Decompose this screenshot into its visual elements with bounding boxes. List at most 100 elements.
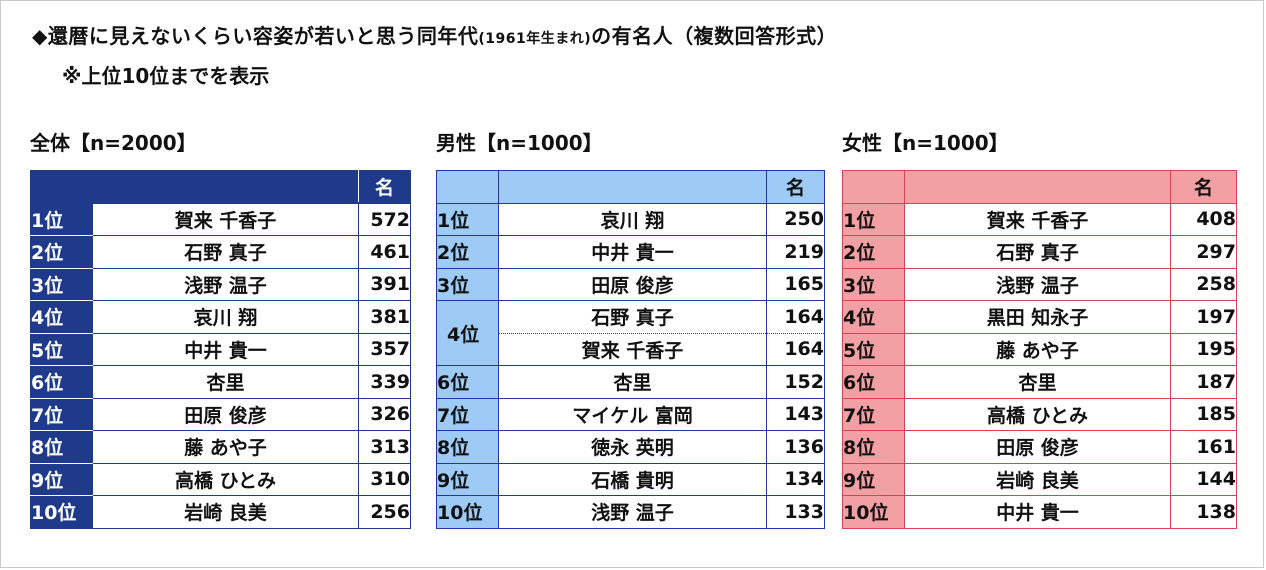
section-label-all: 全体【n=2000】	[30, 131, 197, 155]
title-note: ※上位10位までを表示	[62, 64, 270, 88]
count-cell: 197	[1170, 300, 1237, 334]
name-cell: 浅野 温子	[904, 267, 1171, 301]
table-row: 5位 中井 貴一 357	[30, 332, 411, 366]
name-cell: 中井 貴一	[904, 495, 1171, 529]
table-row: 9位 石橋 貴明 134	[436, 462, 825, 496]
rank-cell: 4位	[842, 300, 905, 334]
table-row: 4位 哀川 翔 381	[30, 300, 411, 334]
name-cell: 中井 貴一	[92, 332, 359, 366]
rank-cell: 7位	[842, 397, 905, 431]
rank-cell: 6位	[436, 365, 499, 399]
header-name-cell	[498, 170, 767, 204]
rank-cell: 6位	[842, 365, 905, 399]
name-cell: 杏里	[904, 365, 1171, 399]
rank-cell: 5位	[842, 332, 905, 366]
rank-cell: 6位	[30, 365, 93, 399]
table-row: 2位 石野 真子 461	[30, 235, 411, 269]
table-row: 7位 田原 俊彦 326	[30, 397, 411, 431]
rank-cell: 2位	[842, 235, 905, 269]
name-cell: 田原 俊彦	[92, 397, 359, 431]
table-header-row: 名	[436, 170, 825, 204]
count-cell: 408	[1170, 202, 1237, 236]
count-cell: 219	[766, 235, 825, 269]
table-row: 6位 杏里 152	[436, 365, 825, 399]
count-cell: 144	[1170, 462, 1237, 496]
rank-cell: 9位	[30, 462, 93, 496]
count-cell: 185	[1170, 397, 1237, 431]
header-unit-cell: 名	[766, 170, 825, 204]
table-row: 2位 石野 真子 297	[842, 235, 1237, 269]
table-row: 4位 黒田 知永子 197	[842, 300, 1237, 334]
count-cell: 258	[1170, 267, 1237, 301]
section-label-female: 女性【n=1000】	[842, 131, 1009, 155]
rank-cell: 2位	[436, 235, 499, 269]
name-cell: 高橋 ひとみ	[904, 397, 1171, 431]
header-name-cell	[904, 170, 1171, 204]
table-row: 8位 田原 俊彦 161	[842, 430, 1237, 464]
name-cell: 石野 真子	[904, 235, 1171, 269]
name-cell: 賀来 千香子	[92, 202, 359, 236]
table-row: 9位 岩崎 良美 144	[842, 462, 1237, 496]
name-cell: 岩崎 良美	[92, 495, 359, 529]
count-cell: 195	[1170, 332, 1237, 366]
table-row: 3位 浅野 温子 258	[842, 267, 1237, 301]
count-cell: 381	[358, 300, 411, 334]
table-row: 5位藤 あや子 195	[842, 332, 1237, 366]
rank-cell: 4位	[30, 300, 93, 334]
count-cell: 572	[358, 202, 411, 236]
rank-cell: 9位	[842, 462, 905, 496]
table-row: 10位 中井 貴一 138	[842, 495, 1237, 529]
table-row: 10位 浅野 温子 133	[436, 495, 825, 529]
name-cell: 哀川 翔	[92, 300, 359, 334]
rank-cell: 7位	[436, 397, 499, 431]
table-row: 8位 徳永 英明 136	[436, 430, 825, 464]
title-birth-year: (1961年生まれ)	[478, 31, 592, 47]
name-cell: 浅野 温子	[498, 495, 767, 529]
count-cell: 164	[766, 332, 825, 366]
count-cell: 326	[358, 397, 411, 431]
count-cell: 143	[766, 397, 825, 431]
table-row: 7位 高橋 ひとみ 185	[842, 397, 1237, 431]
name-cell: 黒田 知永子	[904, 300, 1171, 334]
section-label-male: 男性【n=1000】	[436, 131, 603, 155]
name-cell: 石野 真子	[92, 235, 359, 269]
count-cell: 391	[358, 267, 411, 301]
header-unit-cell: 名	[1170, 170, 1237, 204]
table-row: 1位 賀来 千香子 572	[30, 202, 411, 236]
ranking-table-female: 名 1位 賀来 千香子 408 2位 石野 真子 297 3位 浅野 温子 258 4位 黒田 知永…	[842, 170, 1237, 529]
table-row: 4位 石野 真子 164	[436, 300, 825, 366]
rank-cell: 5位	[30, 332, 93, 366]
rank-cell: 1位	[842, 202, 905, 236]
header-unit-cell: 名	[358, 170, 411, 204]
rank-cell: 10位	[436, 495, 499, 529]
title-suffix: の有名人（複数回答形式）	[591, 24, 838, 48]
table-row: 2位 中井 貴一 219	[436, 235, 825, 269]
title-main: ◆還暦に見えないくらい容姿が若いと思う同年代	[32, 24, 479, 48]
count-cell: 136	[766, 430, 825, 464]
rank-cell: 10位	[30, 495, 93, 529]
name-cell: 藤 あや子	[92, 430, 359, 464]
table-row: 9位 高橋 ひとみ 310	[30, 462, 411, 496]
rank-cell: 2位	[30, 235, 93, 269]
table-row: 8位藤 あや子 313	[30, 430, 411, 464]
rank-cell: 9位	[436, 462, 499, 496]
name-cell: 石野 真子	[498, 300, 767, 334]
count-cell: 256	[358, 495, 411, 529]
rank-cell: 3位	[30, 267, 93, 301]
rank-cell: 8位	[842, 430, 905, 464]
table-row: 1位 哀川 翔 250	[436, 202, 825, 236]
rank-cell: 4位	[436, 300, 499, 366]
rank-cell: 3位	[842, 267, 905, 301]
table-row: 3位 浅野 温子 391	[30, 267, 411, 301]
count-cell: 357	[358, 332, 411, 366]
name-cell: 徳永 英明	[498, 430, 767, 464]
count-cell: 165	[766, 267, 825, 301]
count-cell: 152	[766, 365, 825, 399]
header-rank-cell	[30, 170, 93, 204]
count-cell: 339	[358, 365, 411, 399]
figure-title: ◆還暦に見えないくらい容姿が若いと思う同年代(1961年生まれ)の有名人（複数回…	[32, 20, 837, 49]
table-row: 6位 杏里 187	[842, 365, 1237, 399]
name-cell: 杏里	[498, 365, 767, 399]
